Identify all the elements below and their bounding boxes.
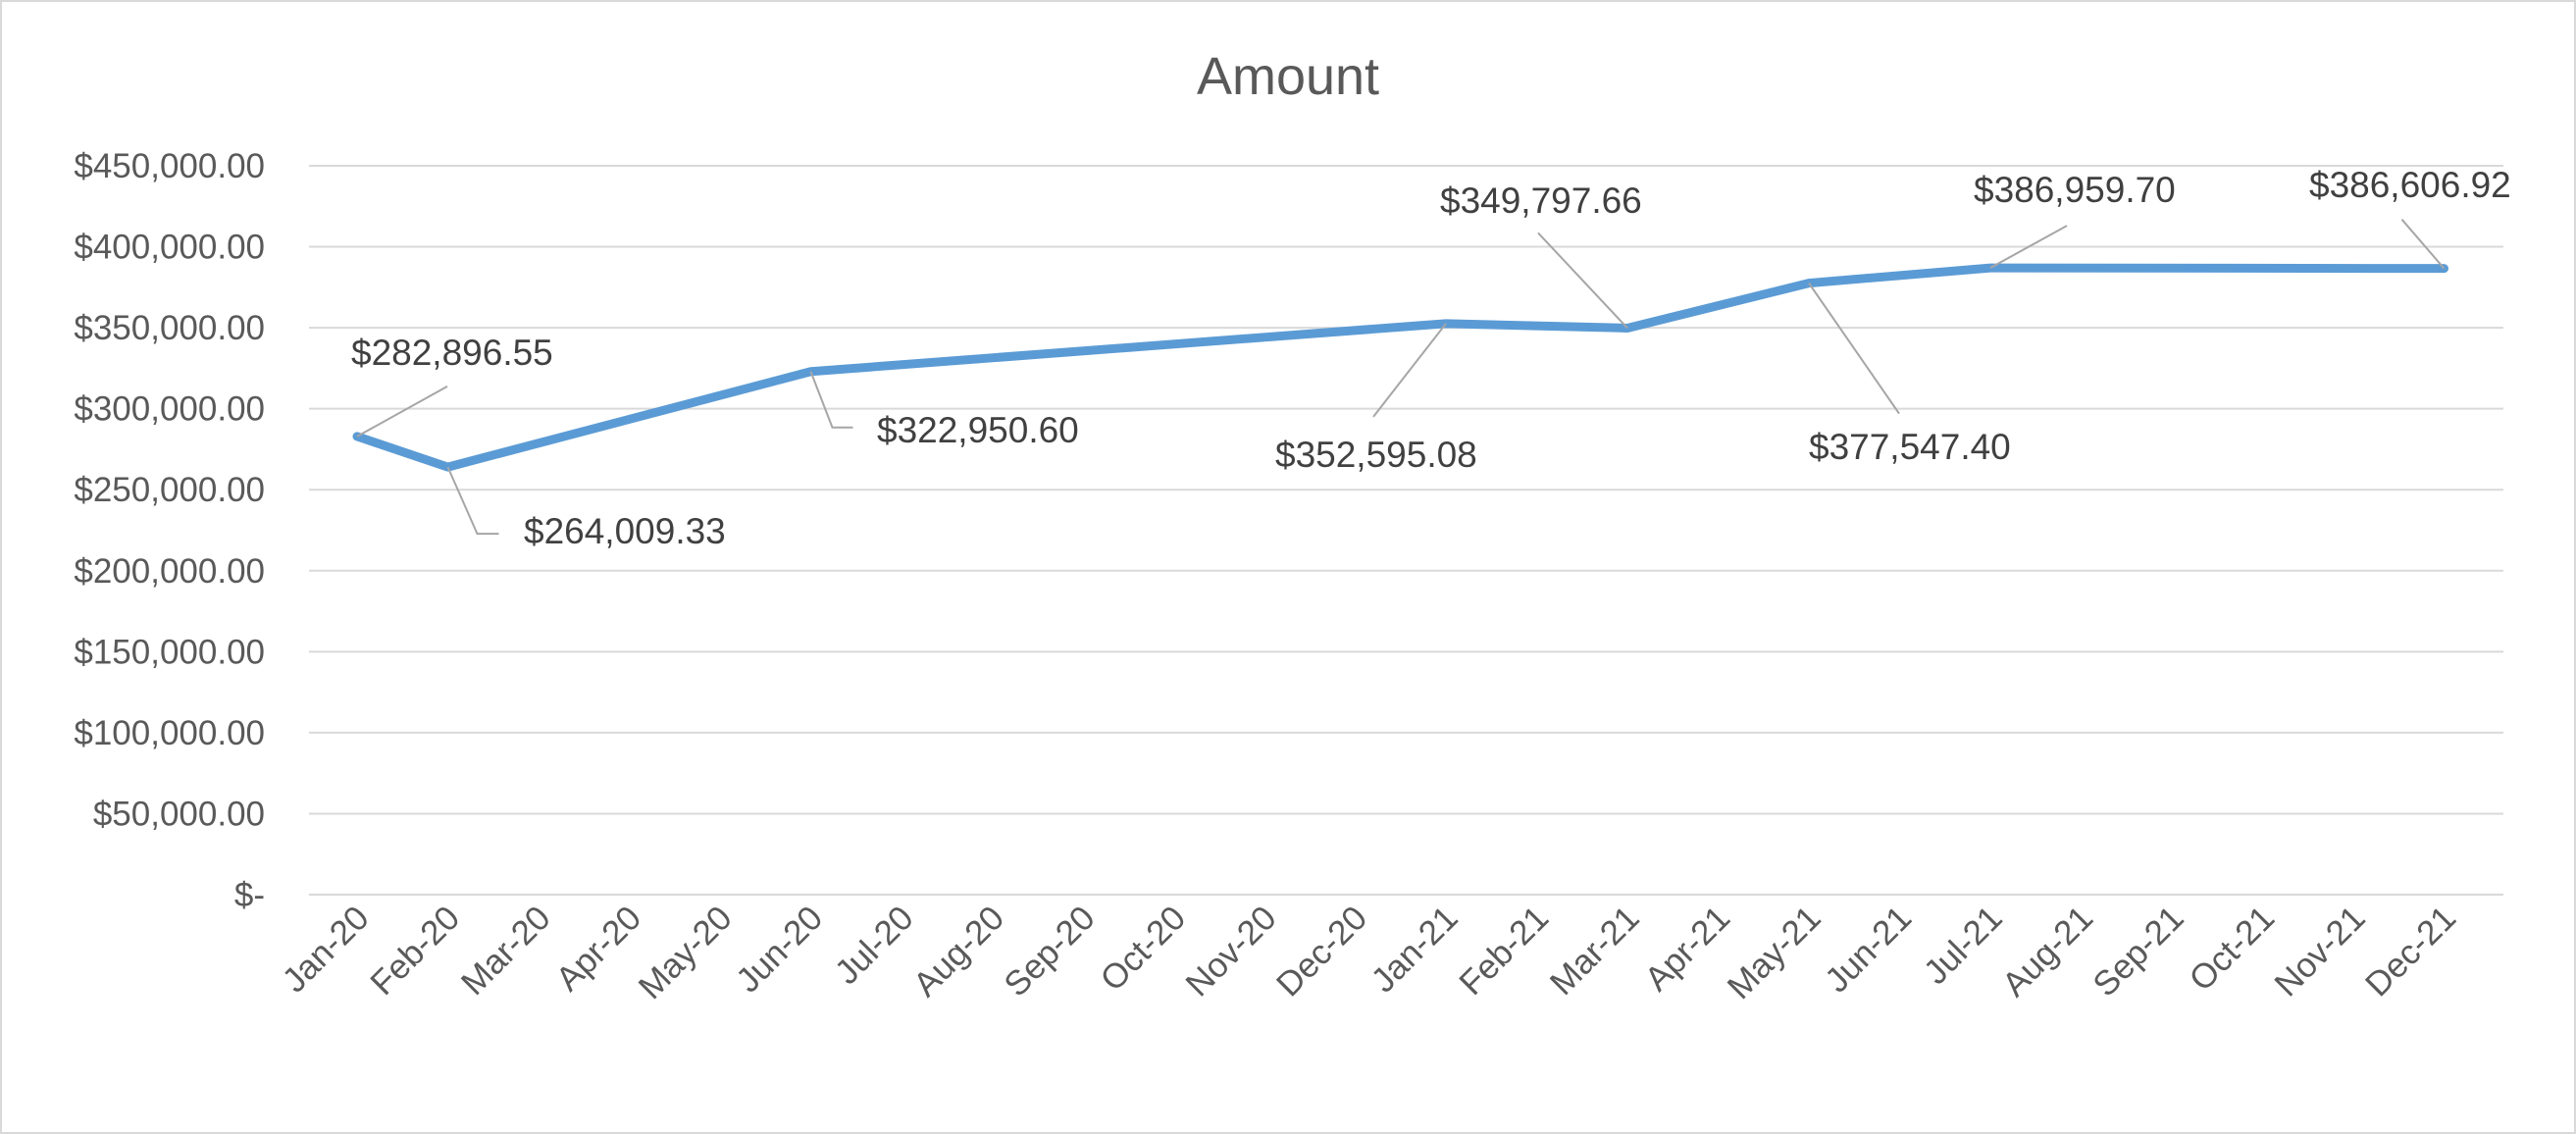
x-tick-label: Jan-21 bbox=[1364, 899, 1465, 1000]
data-label: $386,959.70 bbox=[1974, 170, 2176, 210]
leader-lines bbox=[356, 219, 2446, 536]
y-tick-label: $50,000.00 bbox=[93, 795, 265, 833]
x-axis-tick-labels: Jan-20Feb-20Mar-20Apr-20May-20Jun-20Jul-… bbox=[275, 899, 2463, 1006]
data-label: $377,547.40 bbox=[1809, 427, 2011, 467]
data-label-leader bbox=[1537, 232, 1628, 330]
x-tick-label: Aug-20 bbox=[906, 899, 1011, 1004]
data-label-leader bbox=[809, 371, 853, 429]
x-tick-label: Jan-20 bbox=[275, 899, 376, 1000]
x-tick-label: Sep-21 bbox=[2086, 899, 2190, 1004]
data-label-leader bbox=[1989, 225, 2068, 269]
x-tick-label: Dec-20 bbox=[1269, 899, 1374, 1004]
x-tick-label: Oct-20 bbox=[1093, 899, 1193, 999]
data-labels: $282,896.55 $264,009.33 $322,950.60 $352,59… bbox=[351, 165, 2511, 551]
y-tick-label: $400,000.00 bbox=[74, 229, 265, 267]
x-tick-label: Mar-20 bbox=[454, 899, 558, 1003]
y-axis-tick-labels: $- $50,000.00 $100,000.00 $150,000.00 $200,0… bbox=[74, 147, 265, 914]
x-tick-label: Dec-21 bbox=[2358, 899, 2463, 1004]
x-tick-label: May-21 bbox=[1721, 899, 1829, 1006]
y-tick-label: $200,000.00 bbox=[74, 552, 265, 591]
y-tick-label: $350,000.00 bbox=[74, 309, 265, 347]
y-tick-label: $450,000.00 bbox=[74, 147, 265, 185]
y-tick-label: $- bbox=[234, 876, 265, 914]
data-label-leader bbox=[356, 386, 448, 438]
y-tick-label: $150,000.00 bbox=[74, 633, 265, 671]
data-label: $386,606.92 bbox=[2309, 165, 2511, 205]
x-tick-label: Nov-21 bbox=[2267, 899, 2372, 1004]
x-tick-label: Aug-21 bbox=[1995, 899, 2100, 1004]
data-label-leader bbox=[1372, 323, 1447, 418]
y-tick-label: $300,000.00 bbox=[74, 390, 265, 429]
y-tick-label: $250,000.00 bbox=[74, 471, 265, 509]
data-label: $282,896.55 bbox=[351, 333, 553, 373]
x-tick-label: Nov-20 bbox=[1178, 899, 1283, 1004]
chart-title: Amount bbox=[1197, 47, 1379, 106]
x-tick-label: Mar-21 bbox=[1543, 899, 1647, 1003]
x-tick-label: Apr-20 bbox=[548, 899, 648, 999]
series-line bbox=[352, 263, 2448, 472]
x-tick-label: Apr-21 bbox=[1637, 899, 1737, 999]
x-tick-label: Sep-20 bbox=[997, 899, 1102, 1004]
data-label: $264,009.33 bbox=[524, 511, 726, 551]
x-tick-label: May-20 bbox=[632, 899, 740, 1006]
data-label: $352,595.08 bbox=[1275, 435, 1477, 475]
data-label-leader bbox=[446, 466, 499, 536]
x-tick-label: Feb-20 bbox=[363, 899, 467, 1003]
x-tick-label: Feb-21 bbox=[1452, 899, 1556, 1003]
data-label-leader bbox=[2400, 219, 2446, 270]
y-tick-label: $100,000.00 bbox=[74, 714, 265, 752]
x-tick-label: Jun-21 bbox=[1818, 899, 1919, 1000]
x-tick-label: Jun-20 bbox=[729, 899, 830, 1000]
x-tick-label: Oct-21 bbox=[2182, 899, 2282, 999]
data-label: $322,950.60 bbox=[877, 410, 1079, 450]
data-label-leader bbox=[1808, 283, 1900, 415]
data-label: $349,797.66 bbox=[1440, 180, 1642, 221]
